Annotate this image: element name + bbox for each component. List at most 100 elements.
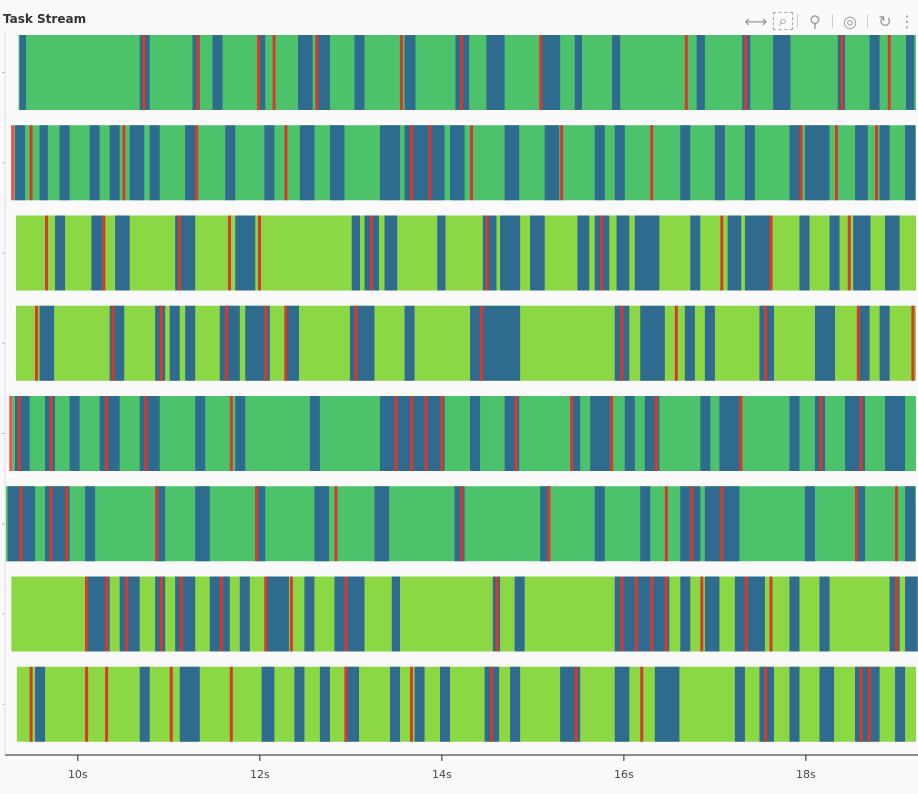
task-bar-red — [289, 576, 293, 652]
task-bar-red — [409, 666, 413, 742]
task-bar-red — [875, 125, 879, 201]
transfer-bar — [504, 125, 520, 201]
tap-icon: ◎ — [843, 11, 857, 31]
task-bar-red — [855, 486, 859, 562]
transfer-bar — [510, 666, 521, 742]
transfer-bar — [55, 215, 66, 291]
x-tick-label: 16s — [614, 768, 634, 781]
transfer-bar — [294, 666, 305, 742]
transfer-bar — [239, 576, 250, 652]
transfer-bar — [590, 396, 611, 471]
transfer-bar — [885, 396, 906, 471]
transfer-bar — [885, 215, 900, 291]
x-tick-label: 14s — [432, 768, 452, 781]
transfer-bar — [905, 576, 918, 652]
transfer-bar — [69, 396, 80, 471]
transfer-bar — [329, 125, 345, 201]
task-bar-red — [142, 35, 146, 110]
task-bar-red — [610, 396, 614, 471]
task-bar-red — [264, 305, 268, 381]
task-bar-red — [424, 396, 428, 471]
transfer-bar — [640, 305, 665, 381]
worker-row-8 — [16, 666, 916, 742]
task-bar-red — [859, 666, 863, 742]
transfer-bar — [574, 35, 582, 110]
transfer-bar — [115, 215, 130, 291]
xpan-icon: ⟷ — [744, 11, 768, 31]
task-bar-red — [315, 35, 319, 110]
transfer-bar — [614, 576, 670, 652]
transfer-bar — [819, 576, 830, 652]
task-bar-red — [895, 486, 899, 562]
transfer-bar — [35, 666, 46, 742]
more-tools[interactable]: ⋮ — [899, 10, 915, 32]
transfer-bar — [789, 666, 800, 742]
transfer-bar — [879, 125, 890, 201]
transfer-bar — [85, 486, 96, 562]
task-bar-red — [684, 35, 688, 110]
transfer-bar — [284, 305, 299, 381]
transfer-bar — [391, 576, 400, 652]
task-bar-red — [394, 396, 398, 471]
task-bar-red — [102, 215, 106, 291]
task-bar-red — [284, 305, 288, 381]
transfer-bar — [219, 305, 240, 381]
task-bar-red — [664, 576, 668, 652]
task-bar-red — [229, 666, 233, 742]
box-zoom-tool[interactable]: ⌕ — [773, 11, 793, 30]
transfer-bar — [700, 396, 711, 471]
task-bar-red — [258, 215, 262, 291]
transfer-bar — [744, 125, 755, 201]
task-bar-red — [574, 666, 578, 742]
task-bar-red — [911, 305, 915, 381]
transfer-bar — [734, 666, 745, 742]
transfer-bar — [195, 396, 206, 471]
transfer-bar — [544, 125, 560, 201]
transfer-bar — [354, 35, 365, 110]
transfer-bar — [853, 215, 871, 291]
transfer-bar — [309, 396, 320, 471]
task-bar-red — [105, 666, 109, 742]
transfer-bar — [109, 125, 120, 201]
task-bar-red — [272, 35, 276, 110]
transfer-bar — [879, 305, 890, 381]
task-bar-red — [690, 486, 694, 562]
worker-row-2 — [14, 125, 917, 201]
transfer-bar — [905, 125, 916, 201]
transfer-bar — [19, 35, 26, 110]
transfer-bar — [594, 486, 605, 562]
transfer-bar — [212, 35, 223, 110]
task-bar-red — [65, 486, 69, 562]
task-bar-red — [105, 396, 109, 471]
box-zoom-icon: ⌕ — [778, 11, 788, 30]
task-bar-red — [887, 35, 891, 110]
task-bar-red — [460, 35, 464, 110]
transfer-bar — [298, 35, 313, 110]
transfer-bar — [304, 576, 315, 652]
transfer-bar — [540, 486, 551, 562]
task-bar-red — [196, 35, 200, 110]
worker-row-5 — [12, 396, 917, 471]
task-bar-red — [847, 215, 851, 291]
task-bar-red — [640, 666, 644, 742]
wheel-zoom-tool[interactable]: ⚲ — [802, 10, 828, 32]
task-bar-red — [867, 666, 871, 742]
transfer-bar — [727, 215, 742, 291]
task-bar-red — [155, 486, 159, 562]
transfer-bar — [482, 215, 497, 291]
task-bar-red — [409, 396, 413, 471]
transfer-bar — [39, 305, 55, 381]
task-bar-red — [17, 396, 21, 471]
task-bar-red — [895, 576, 899, 652]
task-bar-red — [547, 486, 551, 562]
task-bar-red — [799, 125, 803, 201]
reset-tool[interactable]: ↻ — [872, 10, 898, 32]
worker-marker — [11, 125, 15, 201]
transfer-bar — [684, 305, 695, 381]
task-bar-red — [35, 305, 39, 381]
task-bar-red — [744, 576, 748, 652]
transfer-bar — [616, 215, 630, 291]
transfer-bar — [149, 125, 160, 201]
task-bar-red — [840, 35, 844, 110]
